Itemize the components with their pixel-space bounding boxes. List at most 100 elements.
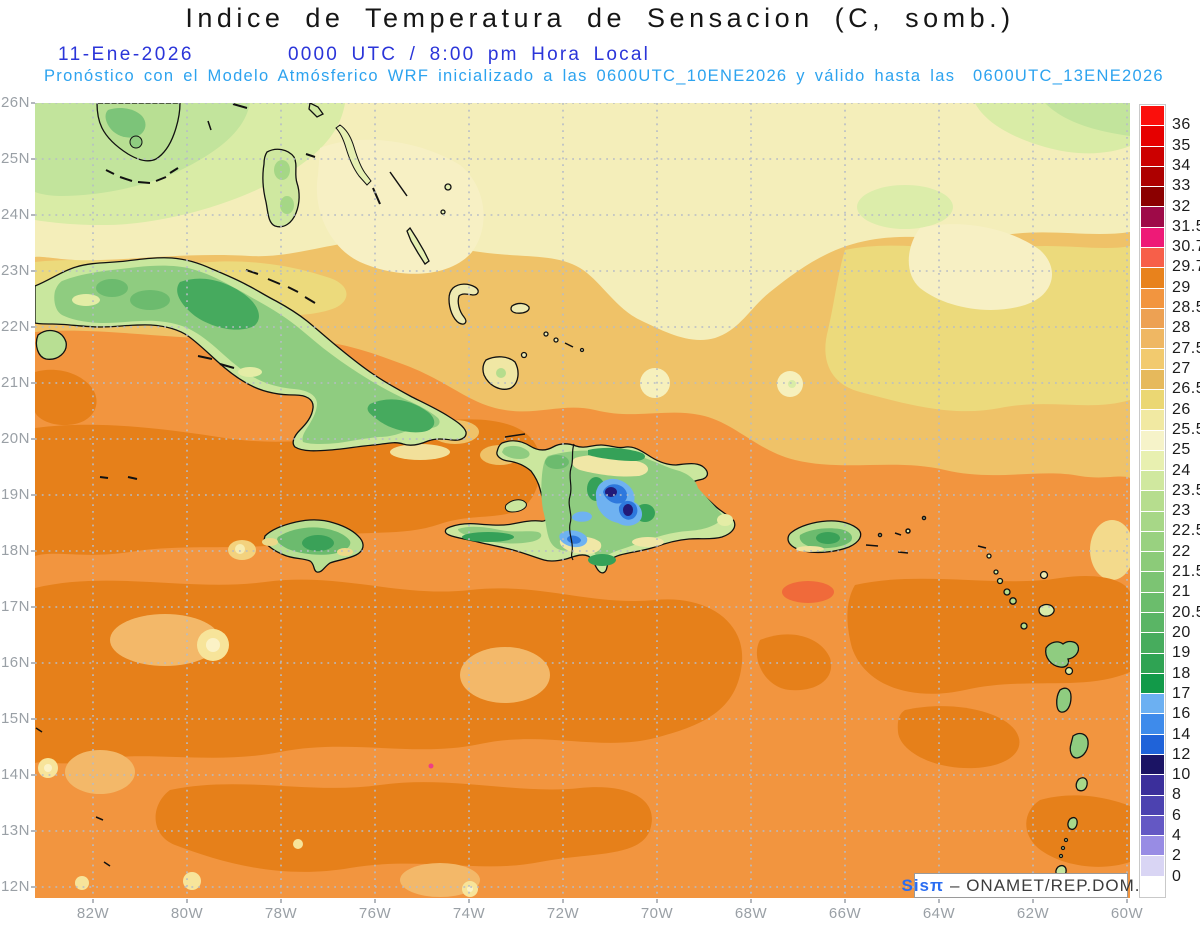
bahamas bbox=[207, 103, 585, 390]
legend-value-label: 30.7 bbox=[1172, 238, 1200, 256]
lat-tick-label: 24N bbox=[0, 206, 30, 223]
lon-tick-label: 82W bbox=[76, 905, 110, 922]
legend-color-box bbox=[1141, 227, 1164, 247]
lat-tick-label: 21N bbox=[0, 374, 30, 391]
haiti-dr-border bbox=[568, 443, 575, 561]
lon-tick-mark bbox=[844, 899, 846, 903]
legend-value-label: 6 bbox=[1172, 806, 1182, 824]
legend-color-box bbox=[1141, 146, 1164, 166]
legend-value-label: 4 bbox=[1172, 827, 1182, 845]
legend-color-box bbox=[1141, 552, 1164, 572]
legend-value-label: 29 bbox=[1172, 278, 1191, 296]
attribution-box: Sisπ – ONAMET/REP.DOM. bbox=[901, 873, 1140, 898]
legend-value-label: 14 bbox=[1172, 725, 1191, 743]
lat-tick-label: 17N bbox=[0, 598, 30, 615]
lon-tick-mark bbox=[750, 899, 752, 903]
rum-cay bbox=[440, 209, 446, 215]
lat-tick-mark bbox=[31, 494, 35, 496]
crooked-acklins bbox=[448, 283, 479, 325]
legend-value-label: 23.5 bbox=[1172, 481, 1200, 499]
lat-tick-mark bbox=[31, 438, 35, 440]
legend-color-box bbox=[1141, 349, 1164, 369]
colorbar-legend bbox=[1139, 104, 1166, 898]
bimini bbox=[207, 120, 212, 131]
lat-tick-label: 20N bbox=[0, 430, 30, 447]
lon-tick-mark bbox=[186, 899, 188, 903]
sea-hot-patches bbox=[35, 369, 1130, 897]
lat-tick-mark bbox=[31, 886, 35, 888]
abaco-tip bbox=[308, 103, 324, 118]
cordillera-cold-spots bbox=[559, 478, 643, 548]
legend-value-label: 25.5 bbox=[1172, 420, 1200, 438]
legend-value-label: 26.5 bbox=[1172, 380, 1200, 398]
legend-value-label: 31.5 bbox=[1172, 217, 1200, 235]
legend-color-box bbox=[1141, 511, 1164, 531]
san-salvador bbox=[444, 183, 452, 191]
cuba-cays bbox=[197, 269, 316, 369]
lat-tick-mark bbox=[31, 830, 35, 832]
legend-value-label: 27 bbox=[1172, 360, 1191, 377]
st-martin bbox=[977, 545, 987, 549]
lon-tick-mark bbox=[374, 899, 376, 903]
legend-color-box bbox=[1141, 876, 1164, 896]
legend-color-box bbox=[1141, 491, 1164, 511]
virgin-islands bbox=[865, 515, 927, 554]
legend-color-box bbox=[1141, 673, 1164, 694]
barbuda bbox=[1039, 570, 1049, 580]
lat-tick-mark bbox=[31, 270, 35, 272]
legend-color-box bbox=[1141, 613, 1164, 633]
lon-tick-mark bbox=[468, 899, 470, 903]
lat-tick-label: 18N bbox=[0, 542, 30, 559]
tortue-island bbox=[504, 433, 526, 438]
lat-tick-mark bbox=[31, 718, 35, 720]
legend-color-box bbox=[1141, 389, 1164, 410]
sea-shading bbox=[35, 103, 1130, 898]
legend-color-box bbox=[1141, 836, 1164, 856]
legend-color-box bbox=[1141, 187, 1164, 207]
dominica bbox=[1056, 687, 1072, 713]
legend-value-label: 33 bbox=[1172, 177, 1191, 195]
antigua bbox=[1038, 603, 1055, 617]
legend-color-box bbox=[1141, 592, 1164, 613]
valid-date: 11-Ene-2026 bbox=[58, 44, 194, 65]
guadeloupe bbox=[1045, 640, 1080, 668]
legend-color-box bbox=[1141, 247, 1164, 268]
eleuthera bbox=[335, 124, 372, 186]
legend-value-label: 23 bbox=[1172, 502, 1191, 520]
legend-value-label: 32 bbox=[1172, 197, 1191, 215]
legend-value-label: 29.7 bbox=[1172, 258, 1200, 276]
legend-value-label: 27.5 bbox=[1172, 339, 1200, 357]
cat-island bbox=[372, 187, 381, 205]
legend-color-box bbox=[1141, 734, 1164, 754]
legend-value-label: 26 bbox=[1172, 400, 1191, 418]
legend-color-box bbox=[1141, 308, 1164, 329]
legend-value-label: 16 bbox=[1172, 705, 1191, 723]
legend-color-box bbox=[1141, 430, 1164, 450]
legend-value-label: 17 bbox=[1172, 684, 1191, 702]
st-lucia bbox=[1075, 777, 1088, 792]
lake-okeechobee bbox=[129, 135, 143, 149]
lesser-antilles bbox=[977, 545, 1089, 878]
hot-spot-dot bbox=[428, 763, 434, 769]
lon-tick-mark bbox=[1126, 899, 1128, 903]
forecast-note: Pronóstico con el Modelo Atmósferico WRF… bbox=[44, 67, 1164, 85]
florida-peninsula bbox=[96, 103, 181, 184]
legend-value-label: 10 bbox=[1172, 766, 1191, 784]
legend-color-box bbox=[1141, 653, 1164, 673]
lat-tick-label: 14N bbox=[0, 766, 30, 783]
gonave-island bbox=[504, 499, 527, 513]
legend-value-label: 22.5 bbox=[1172, 522, 1200, 540]
legend-value-label: 28.5 bbox=[1172, 299, 1200, 317]
lat-tick-label: 15N bbox=[0, 710, 30, 727]
st-croix bbox=[897, 551, 909, 554]
lon-tick-label: 66W bbox=[828, 905, 862, 922]
lat-tick-mark bbox=[31, 214, 35, 216]
legend-color-box bbox=[1141, 694, 1164, 714]
legend-color-box bbox=[1141, 572, 1164, 592]
lon-tick-mark bbox=[1032, 899, 1034, 903]
vieques bbox=[865, 544, 879, 547]
lon-tick-label: 76W bbox=[358, 905, 392, 922]
legend-color-box bbox=[1141, 410, 1164, 430]
lon-tick-label: 60W bbox=[1110, 905, 1144, 922]
